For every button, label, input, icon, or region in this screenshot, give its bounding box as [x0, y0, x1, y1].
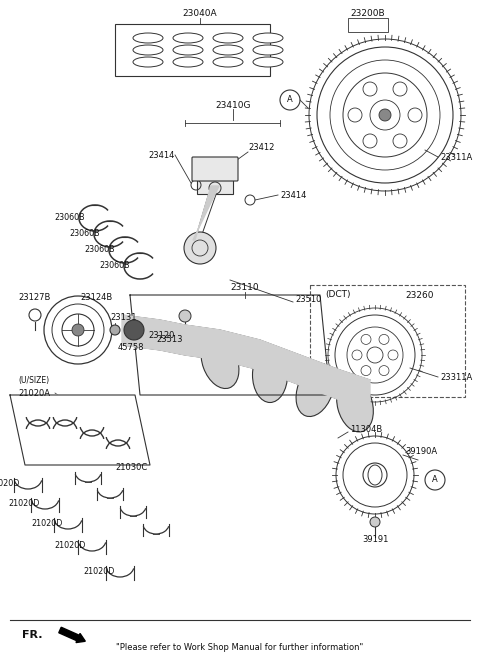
Text: 23120: 23120 — [148, 331, 174, 340]
Polygon shape — [160, 320, 185, 355]
Polygon shape — [193, 186, 219, 240]
Ellipse shape — [213, 33, 243, 43]
Ellipse shape — [253, 57, 283, 67]
Text: 23510: 23510 — [295, 295, 322, 304]
Text: 23412: 23412 — [248, 144, 275, 152]
Text: 21020D: 21020D — [0, 480, 20, 489]
Text: 23410G: 23410G — [215, 100, 251, 110]
Text: (U/SIZE): (U/SIZE) — [18, 375, 49, 384]
Text: 23513: 23513 — [157, 335, 183, 344]
Ellipse shape — [253, 45, 283, 55]
Ellipse shape — [133, 33, 163, 43]
Text: 23127B: 23127B — [18, 293, 50, 302]
Text: 39190A: 39190A — [405, 447, 437, 457]
Text: 23060B: 23060B — [54, 213, 85, 222]
Text: 23124B: 23124B — [80, 293, 112, 302]
Text: 23060B: 23060B — [99, 260, 130, 270]
Text: 23414: 23414 — [148, 150, 174, 159]
Text: 23200B: 23200B — [351, 9, 385, 18]
Text: 21020D: 21020D — [9, 499, 40, 508]
Ellipse shape — [368, 465, 382, 485]
Circle shape — [184, 232, 216, 264]
Bar — [115, 24, 270, 76]
Text: 39191: 39191 — [362, 535, 388, 544]
Ellipse shape — [213, 45, 243, 55]
Circle shape — [72, 324, 84, 336]
Ellipse shape — [173, 57, 203, 67]
Bar — [310, 285, 465, 397]
Circle shape — [124, 320, 144, 340]
Text: 23311A: 23311A — [440, 373, 472, 382]
Polygon shape — [260, 340, 300, 385]
Ellipse shape — [252, 348, 288, 403]
Bar — [197, 180, 233, 194]
Ellipse shape — [133, 57, 163, 67]
Ellipse shape — [201, 335, 239, 388]
Text: FR.: FR. — [22, 630, 43, 640]
Text: (DCT): (DCT) — [325, 291, 350, 300]
Text: A: A — [432, 476, 438, 485]
Text: 21020A: 21020A — [18, 388, 50, 398]
Bar — [348, 18, 388, 32]
Polygon shape — [220, 330, 260, 370]
Ellipse shape — [213, 57, 243, 67]
Text: 23311A: 23311A — [440, 154, 472, 163]
Text: 23060B: 23060B — [70, 228, 100, 237]
Ellipse shape — [296, 363, 334, 417]
FancyArrow shape — [59, 627, 85, 643]
Text: A: A — [287, 96, 293, 104]
Polygon shape — [340, 370, 370, 410]
Polygon shape — [300, 355, 340, 400]
Polygon shape — [130, 295, 330, 395]
Text: 23414: 23414 — [280, 190, 306, 199]
Ellipse shape — [336, 378, 373, 432]
Text: 23040A: 23040A — [183, 9, 217, 18]
FancyBboxPatch shape — [192, 157, 238, 181]
Circle shape — [370, 517, 380, 527]
Circle shape — [379, 109, 391, 121]
Ellipse shape — [173, 33, 203, 43]
Text: 21020D: 21020D — [55, 541, 86, 550]
Polygon shape — [10, 395, 150, 465]
Text: 21020D: 21020D — [84, 567, 115, 577]
Ellipse shape — [173, 45, 203, 55]
Text: 23131: 23131 — [110, 314, 136, 323]
Text: 11304B: 11304B — [350, 426, 382, 434]
Text: 23060B: 23060B — [84, 245, 115, 253]
Polygon shape — [185, 325, 220, 360]
Circle shape — [179, 310, 191, 322]
Ellipse shape — [133, 45, 163, 55]
Text: "Please refer to Work Shop Manual for further information": "Please refer to Work Shop Manual for fu… — [116, 644, 364, 653]
Circle shape — [110, 325, 120, 335]
Polygon shape — [122, 315, 160, 350]
Text: 21030C: 21030C — [115, 464, 147, 472]
Ellipse shape — [253, 33, 283, 43]
Text: 23110: 23110 — [231, 283, 259, 293]
Text: 45758: 45758 — [118, 344, 144, 352]
Text: 23260: 23260 — [405, 291, 433, 300]
Text: 21020D: 21020D — [32, 520, 63, 529]
